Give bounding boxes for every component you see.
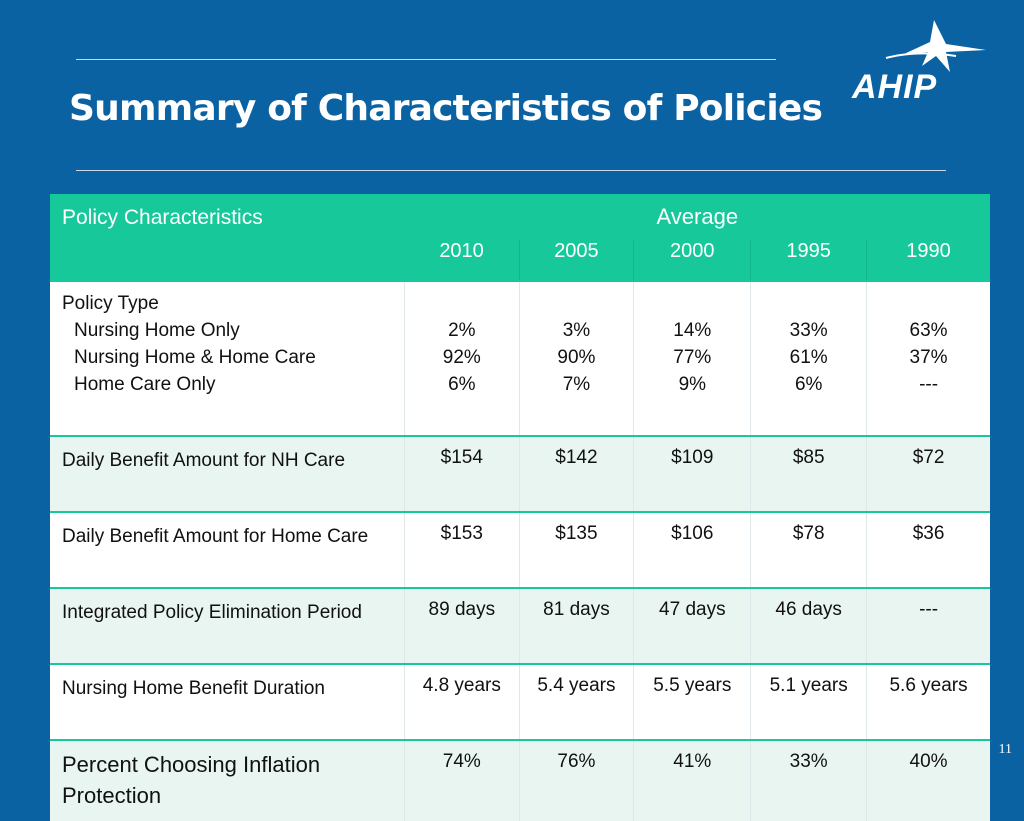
header-average: Average <box>404 194 990 240</box>
value-cell: 41% <box>633 739 751 821</box>
policy-characteristics-table: Policy Characteristics Average 2010 2005… <box>50 194 990 821</box>
page-number: 11 <box>998 742 1012 757</box>
value: 2% <box>448 320 476 341</box>
value: 6% <box>448 374 476 395</box>
top-rule <box>76 59 776 60</box>
value-cell: 33% <box>750 739 867 821</box>
value: 90% <box>557 347 596 368</box>
value: 63% <box>909 320 948 341</box>
row-label: Integrated Policy Elimination Period <box>50 587 405 664</box>
row-label: Percent Choosing Inflation Protection <box>50 739 405 821</box>
value: 14% <box>673 320 712 341</box>
value-cell: 46 days <box>750 587 867 664</box>
header-policy-characteristics: Policy Characteristics <box>50 194 405 281</box>
policy-type-label: Policy Type <box>62 293 159 314</box>
value-cell: 4.8 years <box>404 663 519 740</box>
row-label: Policy Type Nursing Home Only Nursing Ho… <box>50 280 405 436</box>
value-cell: $85 <box>750 435 867 512</box>
table-row: Daily Benefit Amount for NH Care $154 $1… <box>50 435 990 512</box>
value: 92% <box>442 347 481 368</box>
value-cell: 33% 61% 6% <box>750 280 867 436</box>
row-label: Daily Benefit Amount for Home Care <box>50 511 405 588</box>
star-icon <box>885 20 986 72</box>
value-cell: $106 <box>633 511 751 588</box>
value: 61% <box>789 347 828 368</box>
value: 3% <box>562 320 591 341</box>
table-row: Percent Choosing Inflation Protection 74… <box>50 739 990 821</box>
value-cell: $72 <box>866 435 990 512</box>
value-cell: $142 <box>518 435 634 512</box>
value-cell: $153 <box>404 511 519 588</box>
year-header: 2000 <box>633 240 752 281</box>
value-cell: 47 days <box>633 587 751 664</box>
ahip-logo: AHIP <box>846 20 986 110</box>
value-cell: 63% 37% --- <box>866 280 990 436</box>
sub-label: Nursing Home Only <box>74 320 240 341</box>
value-cell: 40% <box>866 739 990 821</box>
value-cell: $36 <box>866 511 990 588</box>
table-row: Nursing Home Benefit Duration 4.8 years … <box>50 663 990 740</box>
slide-title: Summary of Characteristics of Policies <box>69 88 823 129</box>
year-header: 1990 <box>866 240 990 281</box>
sub-label: Nursing Home & Home Care <box>74 347 316 368</box>
value-cell: 5.6 years <box>866 663 990 740</box>
value-cell: 3% 90% 7% <box>518 280 634 436</box>
value: 7% <box>562 374 591 395</box>
value-cell: 5.1 years <box>750 663 867 740</box>
row-label: Nursing Home Benefit Duration <box>50 663 405 740</box>
year-header: 1995 <box>750 240 868 281</box>
year-header: 2010 <box>404 240 520 281</box>
value: 37% <box>909 347 948 368</box>
table-row-policy-type: Policy Type Nursing Home Only Nursing Ho… <box>50 280 990 436</box>
value-cell: 74% <box>404 739 519 821</box>
value-cell: 2% 92% 6% <box>404 280 519 436</box>
value-cell: 76% <box>518 739 634 821</box>
logo-text: AHIP <box>852 68 938 106</box>
value: 77% <box>673 347 712 368</box>
value: --- <box>919 374 939 395</box>
value-cell: 81 days <box>518 587 634 664</box>
value-cell: $109 <box>633 435 751 512</box>
bottom-rule <box>76 170 946 171</box>
table-row: Integrated Policy Elimination Period 89 … <box>50 587 990 664</box>
value-cell: $154 <box>404 435 519 512</box>
value: 33% <box>789 320 828 341</box>
value-cell: 5.5 years <box>633 663 751 740</box>
value-cell: $135 <box>518 511 634 588</box>
row-label: Daily Benefit Amount for NH Care <box>50 435 405 512</box>
value-cell: 14% 77% 9% <box>633 280 751 436</box>
sub-label: Home Care Only <box>74 374 216 395</box>
value: 9% <box>678 374 707 395</box>
year-header: 2005 <box>519 240 635 281</box>
value-cell: $78 <box>750 511 867 588</box>
value-cell: --- <box>866 587 990 664</box>
value: 6% <box>794 374 823 395</box>
value-cell: 5.4 years <box>518 663 634 740</box>
value-cell: 89 days <box>404 587 519 664</box>
table-row: Daily Benefit Amount for Home Care $153 … <box>50 511 990 588</box>
